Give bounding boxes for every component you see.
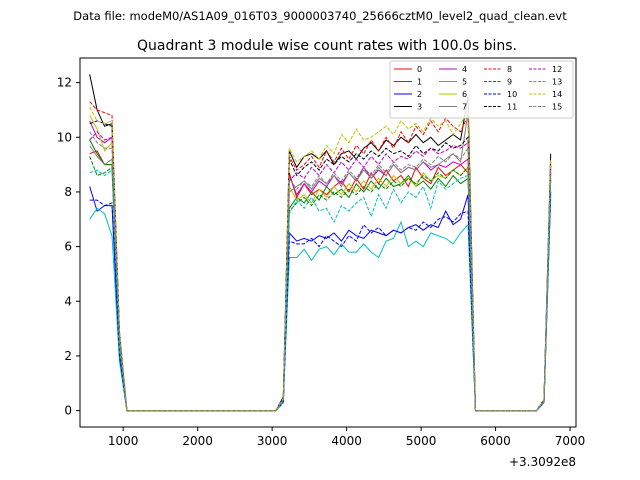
series-line-5 xyxy=(89,197,552,412)
legend-label-13: 13 xyxy=(552,78,562,87)
x-tick-label: 2000 xyxy=(182,434,213,448)
legend-label-12: 12 xyxy=(552,65,562,74)
legend-label-9: 9 xyxy=(507,78,512,87)
x-tick-label: 5000 xyxy=(406,434,437,448)
chart-title: Quadrant 3 module wise count rates with … xyxy=(137,38,517,54)
legend-label-0: 0 xyxy=(417,65,422,74)
x-tick-label: 1000 xyxy=(108,434,139,448)
plot-frame xyxy=(79,57,577,428)
legend-label-8: 8 xyxy=(507,65,512,74)
series-line-6 xyxy=(89,115,552,412)
plot-lines xyxy=(89,74,552,412)
legend-label-6: 6 xyxy=(462,90,467,99)
series-line-3 xyxy=(89,74,552,412)
legend-frame xyxy=(389,60,574,119)
x-tick-label: 7000 xyxy=(555,434,586,448)
legend-label-7: 7 xyxy=(462,103,467,112)
x-offset-label: +3.3092e8 xyxy=(509,455,576,469)
series-line-12 xyxy=(89,131,552,412)
y-tick-label: 0 xyxy=(64,404,72,418)
x-tick-label: 6000 xyxy=(480,434,511,448)
y-axis: 0 2 4 6 8 10 12 xyxy=(57,76,80,418)
y-tick-label: 12 xyxy=(57,76,72,90)
chart-suptitle: Data file: modeM0/AS1A09_016T03_90000037… xyxy=(73,9,567,23)
x-tick-label: 3000 xyxy=(257,434,288,448)
legend-label-3: 3 xyxy=(417,103,422,112)
series-line-14 xyxy=(89,106,552,412)
series-line-1 xyxy=(89,139,552,412)
y-tick-label: 2 xyxy=(64,349,72,363)
legend-label-11: 11 xyxy=(507,103,517,112)
legend-label-15: 15 xyxy=(552,103,562,112)
legend-label-14: 14 xyxy=(552,90,562,99)
y-tick-label: 4 xyxy=(64,294,72,308)
y-tick-label: 10 xyxy=(57,130,72,144)
x-tick-label: 4000 xyxy=(331,434,362,448)
series-line-9 xyxy=(89,156,552,412)
legend-label-5: 5 xyxy=(462,78,467,87)
legend-label-4: 4 xyxy=(462,65,467,74)
x-axis: 1000 2000 3000 4000 5000 6000 7000 xyxy=(108,427,585,448)
legend-label-10: 10 xyxy=(507,90,517,99)
y-tick-label: 6 xyxy=(64,240,72,254)
legend-label-2: 2 xyxy=(417,90,422,99)
series-line-2 xyxy=(89,186,552,412)
series-line-15 xyxy=(89,131,552,412)
series-line-13 xyxy=(89,169,552,412)
series-line-10 xyxy=(89,191,552,412)
series-line-8 xyxy=(89,101,552,412)
legend-label-1: 1 xyxy=(417,78,422,87)
y-tick-label: 8 xyxy=(64,185,72,199)
